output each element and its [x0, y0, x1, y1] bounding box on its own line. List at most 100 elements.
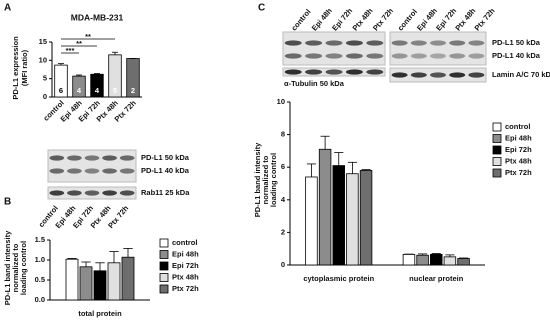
legend-swatch — [492, 145, 502, 155]
panel-letter: C — [258, 3, 265, 14]
bar-label: 5 — [113, 86, 117, 95]
blot-band — [391, 40, 408, 46]
lane-label: control — [289, 7, 312, 32]
blot-band — [468, 53, 485, 59]
legend-swatch — [492, 122, 502, 132]
x-axis-label: nuclear protein — [409, 274, 464, 283]
bar — [121, 256, 135, 301]
lane-label: Ptx 48h — [351, 6, 375, 33]
blot-label: Rab11 25 kDa — [141, 188, 190, 197]
blot-band — [284, 40, 302, 46]
blot-band — [468, 40, 485, 46]
bar-label: 4 — [77, 86, 82, 95]
significance-label: ** — [76, 39, 82, 48]
blot-band — [468, 72, 485, 78]
y-tick-label: 8 — [281, 130, 285, 139]
blot-band — [49, 168, 65, 174]
significance-label: *** — [66, 46, 75, 55]
legend-swatch — [159, 250, 169, 259]
panel-letter: B — [4, 197, 11, 208]
x-axis-label: cytoplasmic protein — [303, 274, 374, 283]
panel-letter: A — [4, 3, 11, 14]
blot-band — [84, 168, 100, 174]
blot-band — [305, 40, 323, 46]
blot — [282, 31, 386, 66]
blot-band — [345, 40, 363, 46]
y-tick-label: 10 — [39, 55, 47, 64]
legend-swatch — [159, 261, 169, 271]
lane-label: control — [396, 7, 419, 32]
y-tick-label: 0 — [43, 92, 47, 101]
legend-label: Epi 72h — [505, 145, 532, 154]
blot-band — [410, 72, 427, 78]
y-axis-label: normalized to — [11, 243, 20, 292]
legend-label: Epi 48h — [172, 249, 199, 258]
y-tick-label: 2 — [281, 227, 285, 236]
y-axis-label: PD-L1 expression — [11, 36, 20, 100]
blot-band — [119, 155, 135, 161]
y-axis-label: normalized to — [261, 155, 270, 204]
y-tick-label: 4 — [281, 195, 286, 204]
legend-swatch — [492, 157, 502, 166]
bar — [430, 254, 443, 266]
bar — [79, 266, 93, 301]
legend-label: Ptx 72h — [172, 284, 199, 293]
bar — [457, 258, 470, 266]
legend-label: Epi 72h — [172, 261, 199, 270]
bar-label: 4 — [95, 86, 100, 95]
blot-band — [449, 40, 466, 46]
bar — [346, 173, 359, 266]
blot-band — [102, 155, 117, 161]
y-tick-label: 1.0 — [35, 255, 45, 264]
bar — [107, 262, 121, 301]
blot-label: PD-L1 40 kDa — [141, 166, 190, 175]
blot-label: Lamin A/C 70 kDa — [492, 70, 550, 79]
blot-band — [67, 168, 82, 174]
bar-label: 6 — [59, 86, 63, 95]
y-axis-label: loading control — [19, 241, 28, 295]
bar — [359, 170, 373, 266]
blot-band — [305, 53, 323, 59]
blot-band — [49, 155, 65, 161]
y-axis-label: PD-L1 band intensity — [3, 230, 12, 305]
blot-band — [345, 69, 363, 75]
y-axis-label: PD-L1 band intensity — [253, 142, 262, 217]
blot-band — [430, 72, 446, 78]
blot-band — [366, 53, 384, 59]
lane-label: Epi 48h — [310, 6, 334, 33]
blot-band — [84, 190, 100, 196]
lane-label: Ptx 72h — [371, 6, 395, 33]
y-tick-label: 0 — [281, 260, 285, 269]
y-tick-label: 0.0 — [35, 295, 45, 304]
blot-band — [410, 53, 427, 59]
blot-band — [119, 168, 135, 174]
y-tick-label: 0.5 — [35, 275, 45, 284]
y-axis-label: loading control — [269, 153, 278, 207]
y-tick-label: 10 — [277, 97, 285, 106]
chart-title: MDA-MB-231 — [71, 12, 124, 22]
bar — [332, 165, 345, 266]
legend-label: Ptx 48h — [172, 272, 199, 281]
blot-band — [430, 40, 446, 46]
legend-label: control — [505, 122, 530, 131]
blot-band — [67, 155, 82, 161]
blot-band — [366, 69, 384, 75]
blot-band — [325, 69, 343, 75]
blot-band — [49, 190, 65, 196]
blot-band — [102, 190, 117, 196]
bar — [65, 258, 79, 301]
legend-swatch — [159, 238, 169, 248]
blot-label: PD-L1 50 kDa — [492, 38, 541, 47]
bar — [93, 270, 107, 301]
legend-swatch — [492, 134, 502, 143]
blot-band — [102, 168, 117, 174]
blot-band — [449, 72, 466, 78]
blot-label: PD-L1 50 kDa — [141, 153, 190, 162]
legend-label: Ptx 72h — [505, 168, 532, 177]
bar — [416, 254, 429, 266]
blot-band — [391, 72, 408, 78]
y-tick-label: 1.5 — [35, 235, 45, 244]
lane-label: Epi 72h — [330, 6, 354, 33]
legend-label: Epi 48h — [505, 133, 532, 142]
